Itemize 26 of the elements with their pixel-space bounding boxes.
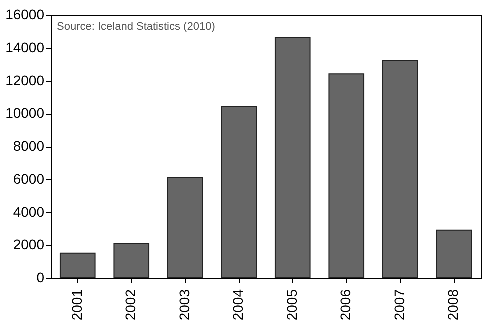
- x-tick-label: 2005: [284, 289, 300, 321]
- y-tick-label: 14000: [6, 39, 45, 56]
- y-tick-label: 2000: [13, 236, 45, 253]
- bar: [328, 74, 365, 278]
- x-tick-label: 2008: [445, 289, 462, 321]
- x-tick-label: 2006: [338, 289, 354, 321]
- y-tick-label: 10000: [6, 105, 45, 122]
- bar: [114, 242, 150, 278]
- bar: [221, 106, 258, 278]
- y-tick-label: 0: [36, 270, 45, 286]
- x-tick-label: 2002: [122, 289, 139, 321]
- y-tick-label: 8000: [13, 138, 45, 154]
- y-tick-label: 6000: [13, 170, 45, 187]
- x-tick-label: 2003: [176, 289, 192, 321]
- x-tick-label: 2001: [68, 289, 85, 321]
- annotation: Source: Iceland Statistics (2010): [57, 21, 216, 33]
- x-tick-label: 2004: [230, 289, 246, 321]
- bar: [436, 230, 472, 278]
- y-tick-label: 16000: [6, 6, 45, 22]
- y-tick-label: 12000: [6, 72, 45, 88]
- y-tick-label: 4000: [13, 204, 45, 220]
- bar: [382, 60, 418, 278]
- x-tick-label: 2007: [391, 289, 408, 321]
- bar: [274, 38, 311, 278]
- bar: [167, 177, 204, 278]
- bar: [60, 252, 96, 278]
